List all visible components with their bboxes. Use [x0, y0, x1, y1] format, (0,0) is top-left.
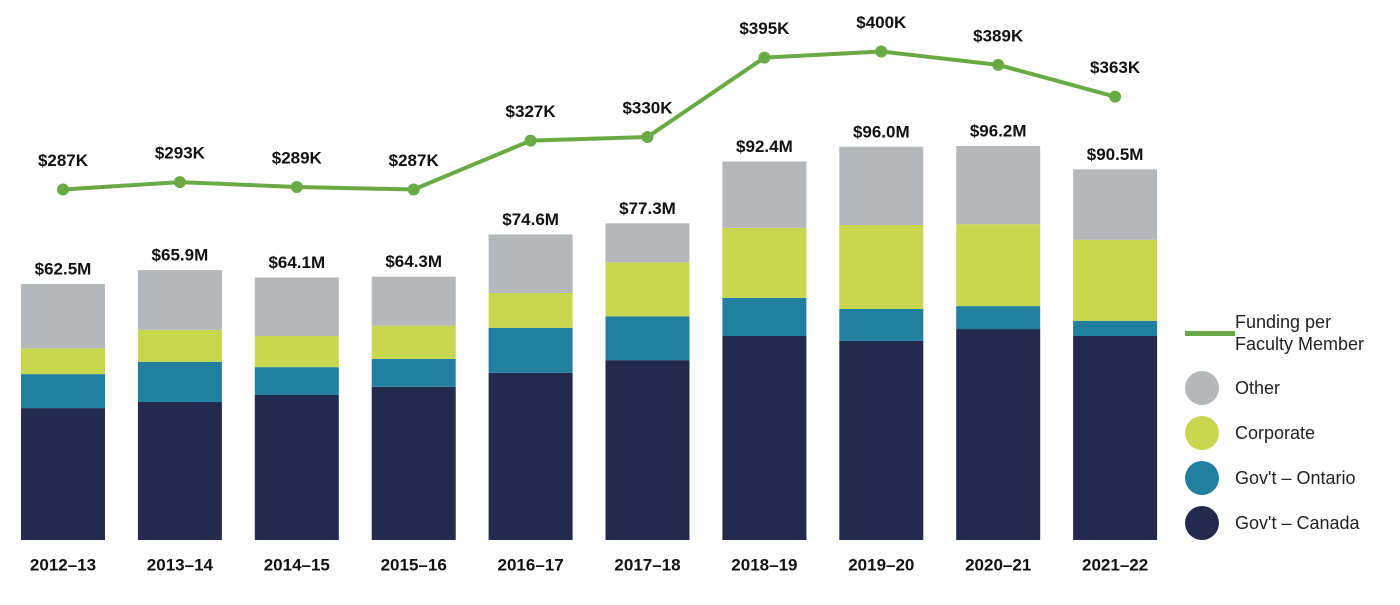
- line-point: [758, 51, 771, 64]
- line-point: [173, 176, 186, 189]
- bar-segment: [956, 329, 1041, 540]
- total-label: $96.0M: [853, 122, 910, 141]
- bar-segment: [137, 329, 222, 362]
- bar-segment: [371, 386, 456, 540]
- data-label: $289K: [272, 149, 323, 168]
- total-label: $65.9M: [152, 246, 209, 265]
- bar-segment: [254, 277, 339, 337]
- bar-segment: [839, 308, 924, 341]
- x-tick-label: 2014–15: [264, 555, 330, 574]
- data-label: $363K: [1090, 58, 1141, 77]
- data-label: $327K: [506, 102, 557, 121]
- line-point: [407, 183, 420, 196]
- bar-segment: [956, 145, 1041, 225]
- bar-segment: [254, 394, 339, 540]
- total-label: $64.3M: [385, 252, 442, 271]
- line-point: [875, 45, 888, 58]
- bar-segment: [722, 161, 807, 228]
- bar-segment: [371, 358, 456, 387]
- bar-segment: [488, 234, 573, 294]
- bar-segment: [21, 408, 105, 540]
- legend-item: Corporate: [1185, 416, 1385, 450]
- legend-item: Gov't – Ontario: [1185, 461, 1385, 495]
- line-point: [524, 134, 537, 147]
- bar-segment: [839, 340, 924, 540]
- line-point: [290, 181, 303, 194]
- data-label: $395K: [739, 19, 790, 38]
- bar-segment: [1073, 169, 1158, 240]
- legend-item: Gov't – Canada: [1185, 506, 1385, 540]
- total-label: $90.5M: [1087, 145, 1144, 164]
- plot: $62.5M 2012–13 $65.9M 2013–14 $64.1M 2014–15 $…: [21, 13, 1158, 574]
- bar-segment: [21, 374, 105, 409]
- total-label: $62.5M: [35, 259, 92, 278]
- bar-segment: [254, 367, 339, 395]
- bar-segment: [722, 227, 807, 298]
- bar-segment: [839, 225, 924, 309]
- bar-segment: [21, 348, 105, 375]
- legend-swatch: [1185, 330, 1235, 336]
- total-label: $74.6M: [502, 210, 559, 229]
- bar-segment: [371, 325, 456, 359]
- legend-swatch: [1185, 461, 1219, 495]
- data-label: $293K: [155, 144, 206, 163]
- bar-segment: [605, 262, 690, 317]
- bar-segment: [605, 360, 690, 540]
- x-tick-label: 2018–19: [731, 555, 797, 574]
- legend-label: Other: [1235, 378, 1281, 398]
- legend-swatch: [1185, 416, 1219, 450]
- bar-segment: [956, 224, 1041, 307]
- legend-label: Corporate: [1235, 423, 1316, 443]
- bar-segment: [722, 297, 807, 337]
- data-label: $287K: [389, 151, 440, 170]
- legend-swatch: [1185, 506, 1219, 540]
- bar-segment: [137, 401, 222, 540]
- line-point: [992, 58, 1005, 71]
- legend-item: Other: [1185, 371, 1385, 405]
- legend-label: Funding per Faculty Member: [1235, 312, 1365, 354]
- bar-segment: [488, 293, 573, 328]
- x-tick-label: 2021–22: [1082, 555, 1148, 574]
- bar-segment: [839, 146, 924, 226]
- bar-segment: [21, 283, 105, 349]
- bar-segment: [254, 336, 339, 368]
- bar-segment: [1073, 336, 1158, 540]
- line-point: [641, 130, 654, 143]
- data-label: $330K: [622, 98, 673, 117]
- bar-segment: [1073, 320, 1158, 337]
- data-label: $389K: [973, 26, 1024, 45]
- line-point: [1109, 90, 1122, 103]
- legend-label: Gov't – Canada: [1235, 513, 1360, 533]
- bar-segment: [371, 276, 456, 326]
- bar-segment: [137, 361, 222, 402]
- bar-segment: [605, 223, 690, 263]
- x-tick-label: 2013–14: [147, 555, 214, 574]
- total-label: $96.2M: [970, 121, 1027, 140]
- total-label: $77.3M: [619, 199, 676, 218]
- total-label: $64.1M: [268, 253, 325, 272]
- legend-swatch: [1185, 371, 1219, 405]
- x-tick-label: 2012–13: [30, 555, 96, 574]
- x-tick-label: 2017–18: [614, 555, 680, 574]
- x-tick-label: 2015–16: [381, 555, 447, 574]
- bar-segment: [956, 306, 1041, 330]
- legend-label: Gov't – Ontario: [1235, 468, 1356, 488]
- line-point: [57, 183, 69, 196]
- bar-segment: [488, 372, 573, 540]
- x-tick-label: 2016–17: [498, 555, 564, 574]
- line: [62, 49, 1116, 192]
- x-tick-label: 2020–21: [965, 555, 1031, 574]
- data-label: $287K: [38, 151, 89, 170]
- legend-item: Funding per Faculty Member: [1185, 311, 1385, 355]
- data-label: $400K: [856, 13, 907, 32]
- total-label: $92.4M: [736, 137, 793, 156]
- x-tick-label: 2019–20: [848, 555, 914, 574]
- bar-segment: [1073, 239, 1158, 321]
- bar-segment: [137, 270, 222, 330]
- bar-segment: [605, 316, 690, 361]
- bar-segment: [488, 327, 573, 373]
- bar-segment: [722, 336, 807, 540]
